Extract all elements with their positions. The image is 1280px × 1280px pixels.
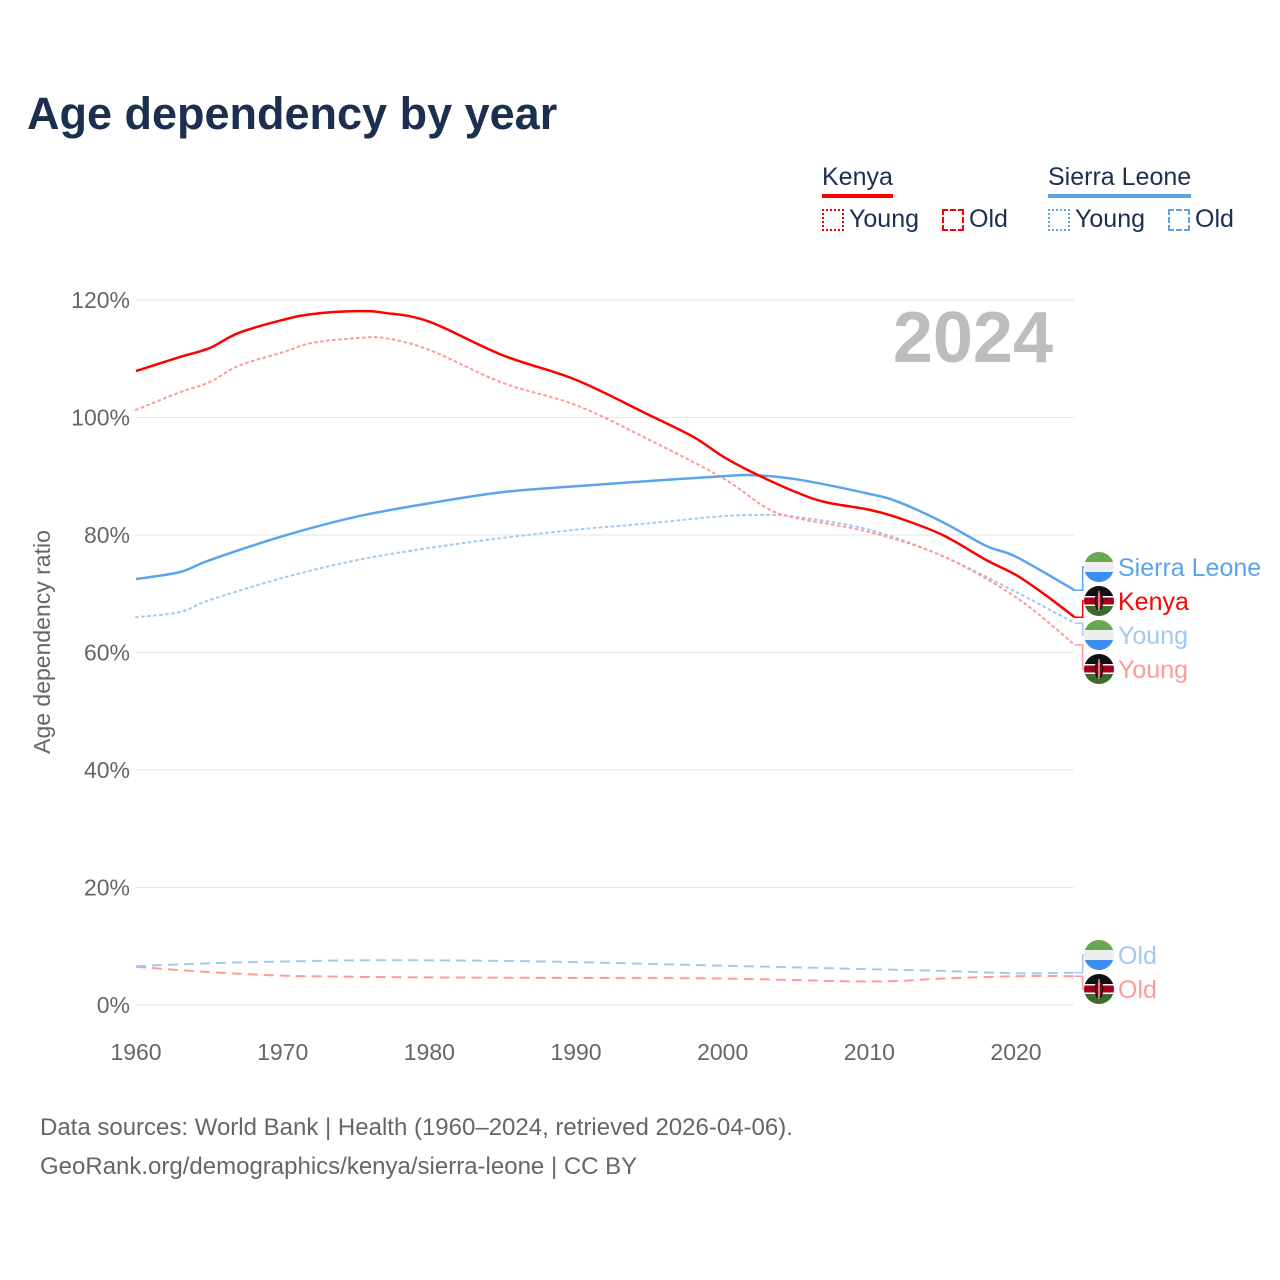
legend-sierra-leone-old: Old	[1168, 205, 1234, 234]
sierra-leone-flag-icon	[1084, 620, 1114, 650]
dotted-swatch-icon	[1048, 208, 1070, 231]
data-source-text: Data sources: World Bank | Health (1960–…	[40, 1114, 793, 1141]
end-label: Kenya	[1118, 588, 1189, 616]
flag-stripe	[1084, 572, 1114, 582]
legend-label: Old	[969, 205, 1008, 233]
dotted-swatch-icon	[822, 208, 844, 231]
x-tick-label: 2010	[844, 1039, 895, 1065]
flag-body	[1084, 552, 1114, 582]
flag-stripe	[1084, 940, 1114, 950]
x-tick-label: 1990	[550, 1039, 601, 1065]
flag-stripe	[1084, 562, 1114, 572]
legend-sierra-leone: Sierra Leone	[1048, 163, 1192, 198]
flag-body	[1084, 620, 1114, 650]
footer: Data sources: World Bank | Health (1960–…	[40, 1108, 793, 1186]
kenya-flag-icon	[1084, 586, 1114, 616]
sierra-leone-flag-icon	[1084, 940, 1114, 970]
flag-body	[1084, 654, 1114, 684]
x-tick-label: 1960	[110, 1039, 161, 1065]
flag-stripe	[1084, 640, 1114, 650]
y-tick-label: 20%	[84, 875, 130, 901]
y-tick-label: 60%	[84, 640, 130, 666]
legend-kenya-young: Young	[822, 205, 919, 234]
y-tick-label: 120%	[71, 287, 130, 313]
flag-body	[1084, 940, 1114, 970]
end-label: Old	[1118, 976, 1157, 1004]
flag-stripe	[1084, 552, 1114, 562]
attribution-text: GeoRank.org/demographics/kenya/sierra-le…	[40, 1153, 638, 1180]
x-tick-label: 1980	[404, 1039, 455, 1065]
end-label: Sierra Leone	[1118, 554, 1261, 582]
dashed-swatch-icon	[1168, 208, 1190, 231]
kenya-flag-icon	[1084, 974, 1114, 1004]
x-tick-label: 2020	[990, 1039, 1041, 1065]
flag-stripe	[1084, 630, 1114, 640]
end-label: Young	[1118, 622, 1188, 650]
y-tick-label: 80%	[84, 522, 130, 548]
year-watermark: 2024	[893, 298, 1053, 378]
y-tick-label: 100%	[71, 405, 130, 431]
series-line-sierra-leone-old	[135, 959, 1075, 975]
series-line-kenya-young	[135, 336, 1076, 646]
series-line-kenya-old	[135, 965, 1075, 983]
end-label: Young	[1118, 656, 1188, 684]
legend-label: Old	[1195, 205, 1234, 233]
sierra-leone-flag-icon	[1084, 552, 1114, 582]
end-label: Old	[1118, 942, 1157, 970]
series-line-sierra-leone	[135, 473, 1076, 592]
dashed-swatch-icon	[942, 208, 964, 231]
legend-kenya: Kenya	[822, 163, 893, 198]
x-tick-label: 2000	[697, 1039, 748, 1065]
x-tick-label: 1970	[257, 1039, 308, 1065]
y-tick-label: 40%	[84, 757, 130, 783]
chart-title: Age dependency by year	[27, 88, 558, 139]
flag-stripe	[1084, 620, 1114, 630]
flag-stripe	[1084, 950, 1114, 960]
y-axis-label: Age dependency ratio	[29, 530, 55, 754]
legend-kenya-old: Old	[942, 205, 1008, 234]
flag-body	[1084, 586, 1114, 616]
kenya-flag-icon	[1084, 654, 1114, 684]
legend-sierra-leone-young: Young	[1048, 205, 1145, 234]
flag-stripe	[1084, 960, 1114, 970]
flag-body	[1084, 974, 1114, 1004]
series-line-kenya	[135, 309, 1076, 619]
y-tick-label: 0%	[97, 992, 130, 1018]
legend-label: Young	[849, 205, 919, 233]
legend-label: Young	[1075, 205, 1145, 233]
